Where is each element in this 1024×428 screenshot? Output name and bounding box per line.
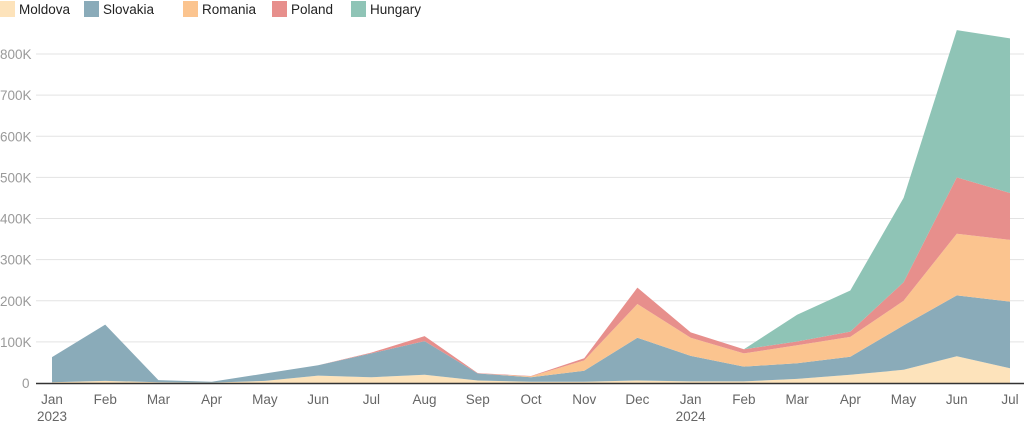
areas bbox=[52, 30, 1010, 383]
y-tick-label: 600K bbox=[0, 129, 32, 144]
legend-swatch-romania bbox=[183, 1, 198, 17]
area-slovakia bbox=[52, 295, 1010, 383]
area-moldova bbox=[52, 356, 1010, 383]
gridlines: 0 100K 200K 300K 400K 500K 600K 700K 800K bbox=[0, 47, 1024, 391]
x-tick-label: Feb bbox=[732, 392, 755, 407]
x-year-label: 2024 bbox=[676, 409, 707, 423]
x-tick-label: Jul bbox=[1001, 392, 1018, 407]
legend-label-poland: Poland bbox=[291, 2, 333, 17]
x-tick-label: Sep bbox=[466, 392, 490, 407]
legend-label-hungary: Hungary bbox=[370, 2, 421, 17]
y-tick-label: 400K bbox=[0, 212, 32, 227]
x-tick-label: Jan bbox=[41, 392, 63, 407]
x-tick-label: May bbox=[252, 392, 278, 407]
x-tick-label: Apr bbox=[840, 392, 862, 407]
legend-label-slovakia: Slovakia bbox=[103, 2, 155, 17]
y-tick-label: 500K bbox=[0, 170, 32, 185]
x-tick-label: Jun bbox=[307, 392, 329, 407]
x-tick-label: Oct bbox=[520, 392, 541, 407]
x-tick-label: Aug bbox=[413, 392, 437, 407]
y-tick-label: 800K bbox=[0, 47, 32, 62]
y-tick-label: 700K bbox=[0, 88, 32, 103]
x-tick-label: Jan bbox=[680, 392, 702, 407]
x-tick-label: Nov bbox=[572, 392, 596, 407]
legend-swatch-poland bbox=[272, 1, 287, 17]
legend: Moldova Slovakia Romania Poland Hungary bbox=[0, 1, 421, 17]
x-tick-label: May bbox=[891, 392, 917, 407]
legend-swatch-moldova bbox=[0, 1, 15, 17]
x-tick-label: Mar bbox=[147, 392, 171, 407]
y-tick-label: 300K bbox=[0, 253, 32, 268]
x-tick-label: Jul bbox=[363, 392, 380, 407]
x-tick-label: Jun bbox=[946, 392, 968, 407]
legend-label-moldova: Moldova bbox=[19, 2, 71, 17]
y-tick-label: 0 bbox=[22, 376, 30, 391]
legend-swatch-hungary bbox=[351, 1, 366, 17]
x-axis-labels: Jan Feb Mar Apr May Jun Jul Aug Sep Oct Nov Dec Jan F… bbox=[37, 392, 1019, 424]
x-tick-label: Feb bbox=[94, 392, 117, 407]
x-tick-label: Dec bbox=[625, 392, 649, 407]
x-tick-label: Mar bbox=[785, 392, 809, 407]
y-tick-label: 200K bbox=[0, 294, 32, 309]
legend-swatch-slovakia bbox=[84, 1, 99, 17]
y-tick-label: 100K bbox=[0, 335, 32, 350]
x-tick-label: Apr bbox=[201, 392, 223, 407]
x-year-label: 2023 bbox=[37, 409, 67, 423]
legend-label-romania: Romania bbox=[202, 2, 257, 17]
